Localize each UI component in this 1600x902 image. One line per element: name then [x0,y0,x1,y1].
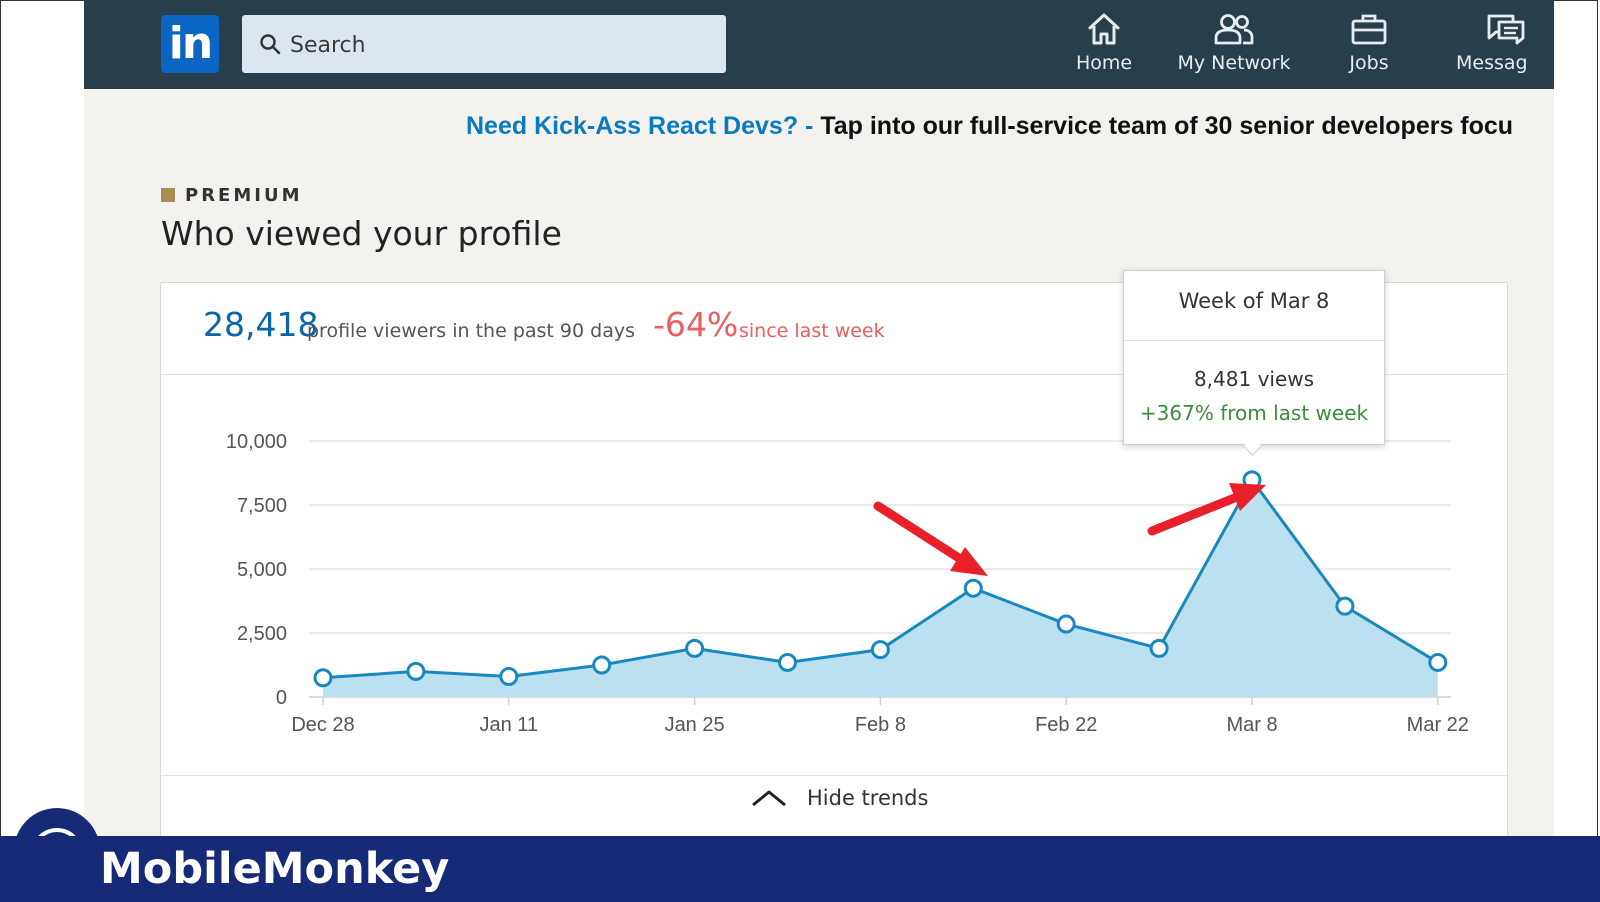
weekly-change-label: since last week [739,320,885,342]
hide-trends-row: Hide trends [161,775,1507,836]
search-input[interactable] [288,15,712,75]
x-tick-label: Mar 8 [1226,714,1277,736]
annotation-arrow-feb [873,501,988,576]
messaging-icon [1487,14,1525,45]
data-point [1428,652,1448,672]
y-tick-label: 5,000 [237,559,287,581]
nav-messaging-label: Messag [1456,52,1528,74]
search-bar[interactable] [242,15,726,75]
page-title: Who viewed your profile [161,214,562,253]
chevron-up-icon [752,790,786,807]
annotation-arrow-mar [1147,483,1266,536]
y-tick-label: 2,500 [237,623,287,645]
ad-link[interactable]: Need Kick-Ass React Devs? - [466,112,814,140]
views-chart[interactable]: 0 2,500 5,000 7,500 10,000 Dec 28 Jan 11 Jan 25… [161,283,1507,775]
data-point [1056,614,1076,634]
premium-text: PREMIUM [185,185,303,206]
nav-home[interactable]: Home [1059,12,1149,82]
data-point [1335,596,1355,616]
premium-icon [161,188,175,202]
hide-trends-button[interactable]: Hide trends [751,786,928,810]
data-point [685,638,705,658]
tooltip-week: Week of Mar 8 [1178,289,1330,313]
data-point [778,652,797,672]
data-point [963,578,983,598]
data-point [499,667,519,687]
profile-views-card: 28,418 profile viewers in the past 90 da… [160,282,1508,840]
x-tick-label: Jan 25 [665,714,725,736]
linkedin-app: in Home My Network [84,0,1554,840]
nav-jobs-label: Jobs [1349,52,1389,74]
search-icon [260,34,281,55]
y-tick-label: 10,000 [226,431,287,453]
summary-row: 28,418 profile viewers in the past 90 da… [161,283,1507,375]
nav-home-label: Home [1075,52,1133,74]
home-icon [1088,13,1120,45]
hide-trends-label: Hide trends [807,786,929,810]
data-point [406,661,426,681]
nav-messaging[interactable]: Messag [1456,12,1554,82]
network-icon [1214,14,1254,45]
nav-jobs[interactable]: Jobs [1324,12,1414,82]
x-tick-label: Jan 11 [480,714,539,736]
sponsored-ad[interactable]: Need Kick-Ass React Devs? - Tap into our… [466,112,1513,141]
data-point [870,640,890,660]
x-tick-label: Feb 22 [1035,714,1097,736]
brand-footer-bar [0,836,1600,902]
tooltip-views: 8,481 views [1193,367,1315,391]
linkedin-logo[interactable]: in [161,15,219,73]
data-point [313,668,333,688]
nav-my-network-label: My Network [1177,52,1291,74]
tooltip-divider [1124,340,1384,341]
x-tick-label: Mar 22 [1407,714,1469,736]
x-tick-label: Dec 28 [291,714,354,736]
tooltip-change: +367% from last week [1139,401,1369,425]
chart-tooltip: Week of Mar 8 8,481 views +367% from las… [1123,270,1385,456]
nav-my-network[interactable]: My Network [1174,12,1294,82]
x-tick-label: Feb 8 [855,714,906,736]
viewers-count: 28,418 [203,305,319,344]
ad-body: Tap into our full-service team of 30 sen… [813,112,1514,140]
data-point [592,655,612,675]
brand-name: MobileMonkey [100,844,450,894]
y-tick-label: 0 [276,687,287,709]
premium-label: PREMIUM [161,185,303,206]
briefcase-icon [1351,14,1387,45]
y-tick-label: 7,500 [237,495,287,517]
top-navbar: in Home My Network [84,0,1554,89]
data-point [1149,638,1169,658]
weekly-change: -64% [653,305,739,344]
viewers-label: profile viewers in the past 90 days [307,320,635,342]
